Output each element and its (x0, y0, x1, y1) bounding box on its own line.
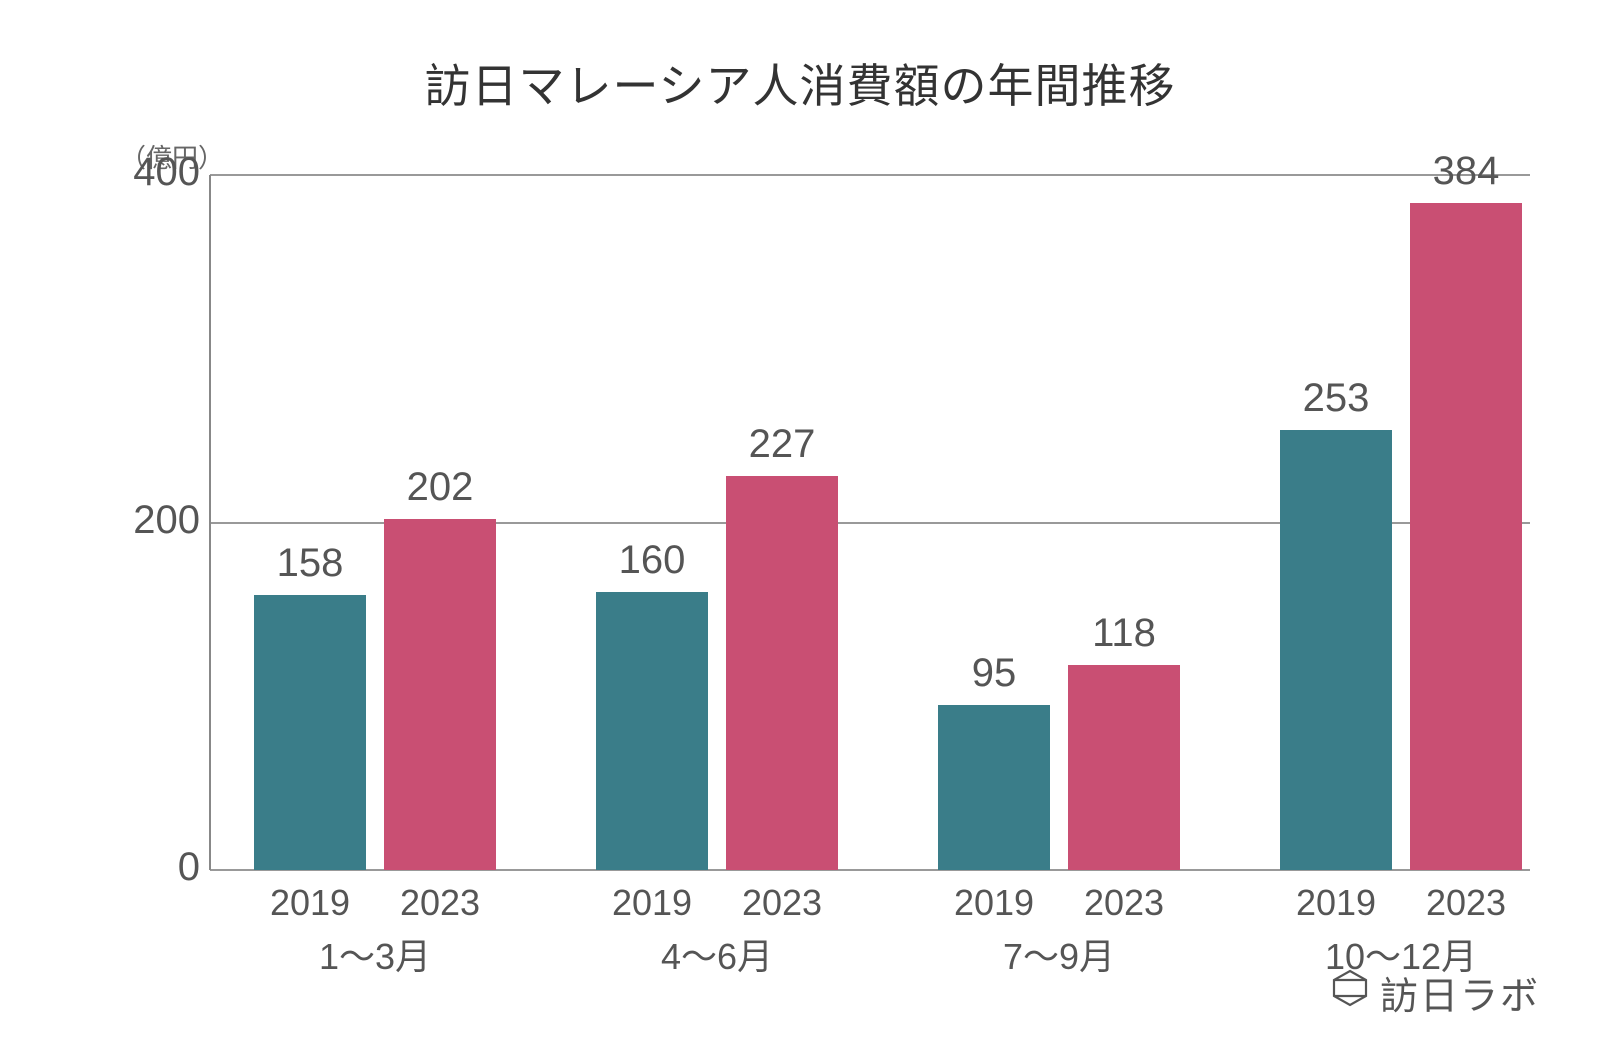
bar-value-label: 253 (1265, 376, 1407, 421)
x-tick-year: 2023 (369, 882, 511, 924)
x-tick-year: 2019 (581, 882, 723, 924)
bar-value-label: 95 (923, 651, 1065, 696)
bar (938, 705, 1050, 870)
y-axis-line (209, 175, 211, 870)
bar (726, 476, 838, 870)
y-tick-label: 0 (110, 845, 200, 890)
x-tick-period: 4～6月 (566, 928, 868, 980)
x-tick-period: 10～12月 (1250, 928, 1552, 980)
x-tick-year: 2023 (1053, 882, 1195, 924)
bar-value-label: 202 (369, 465, 511, 510)
bar (1280, 430, 1392, 870)
x-tick-period: 7～9月 (908, 928, 1210, 980)
chart-title: 訪日マレーシア人消費額の年間推移 (0, 50, 1600, 116)
y-tick-label: 200 (110, 498, 200, 543)
x-tick-year: 2023 (711, 882, 853, 924)
x-tick-year: 2019 (923, 882, 1065, 924)
bar (596, 592, 708, 870)
gridline (210, 174, 1530, 176)
bar (1410, 203, 1522, 870)
bar (1068, 665, 1180, 870)
bar-value-label: 158 (239, 541, 381, 586)
x-tick-year: 2019 (1265, 882, 1407, 924)
bar-value-label: 118 (1053, 611, 1195, 656)
bar-value-label: 227 (711, 422, 853, 467)
bar (384, 519, 496, 870)
bar (254, 595, 366, 870)
bar-value-label: 160 (581, 538, 723, 583)
y-tick-label: 400 (110, 150, 200, 195)
x-tick-year: 2023 (1395, 882, 1537, 924)
chart-canvas: 訪日マレーシア人消費額の年間推移 （億円） 訪日ラボ 0200400158201… (0, 0, 1600, 1048)
x-tick-period: 1～3月 (224, 928, 526, 980)
x-tick-year: 2019 (239, 882, 381, 924)
bar-value-label: 384 (1395, 149, 1537, 194)
